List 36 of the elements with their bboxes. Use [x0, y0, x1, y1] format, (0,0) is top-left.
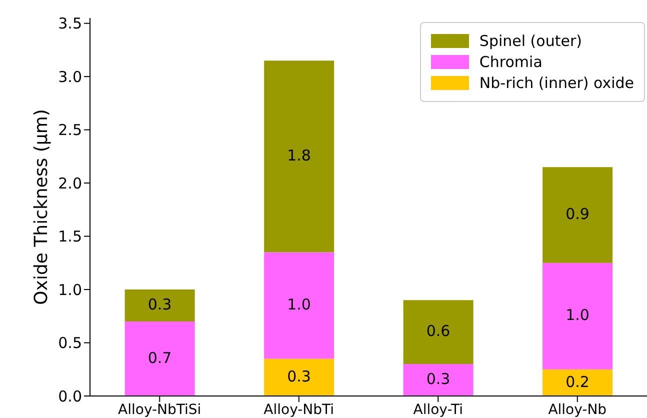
data-label: 0.6	[426, 322, 450, 340]
y-tick-label: 0.5	[58, 334, 82, 352]
data-label: 0.3	[287, 367, 311, 386]
y-tick-label: 2.5	[58, 121, 82, 140]
y-tick-label: 3.0	[58, 68, 82, 86]
bar	[542, 262, 613, 370]
data-label: 1.0	[287, 296, 311, 314]
y-tick-label: 1.0	[58, 280, 82, 299]
bar	[124, 290, 195, 322]
bar	[403, 300, 474, 364]
x-tick-label: Alloy-Nb	[548, 402, 607, 418]
bar	[542, 369, 613, 396]
data-label: 1.0	[566, 306, 590, 324]
y-tick-label: 2.0	[58, 174, 82, 192]
bar	[264, 358, 334, 396]
y-tick-label: 0.0	[58, 387, 82, 406]
x-tick-label: Alloy-Ti	[413, 402, 463, 418]
legend-label: Chromia	[479, 53, 542, 71]
data-label: 1.8	[287, 146, 311, 165]
data-label: 0.2	[566, 372, 590, 391]
data-label: 0.9	[566, 205, 590, 224]
data-label: 0.3	[148, 296, 172, 314]
legend-label: Spinel (outer)	[479, 32, 582, 50]
legend-label: Nb-rich (inner) oxide	[479, 74, 634, 92]
y-tick-label: 1.5	[58, 228, 82, 246]
y-axis-title: Oxide Thickness (μm)	[30, 109, 52, 305]
bar	[403, 364, 474, 396]
data-label: 0.7	[148, 348, 172, 367]
x-tick-label: Alloy-NbTi	[264, 402, 334, 418]
bar	[264, 60, 334, 252]
data-label: 0.3	[426, 370, 450, 388]
x-tick-label: Alloy-NbTiSi	[118, 402, 202, 418]
y-tick-label: 3.5	[58, 14, 82, 33]
bar	[124, 321, 195, 396]
bar	[542, 167, 613, 263]
bar	[264, 252, 334, 359]
